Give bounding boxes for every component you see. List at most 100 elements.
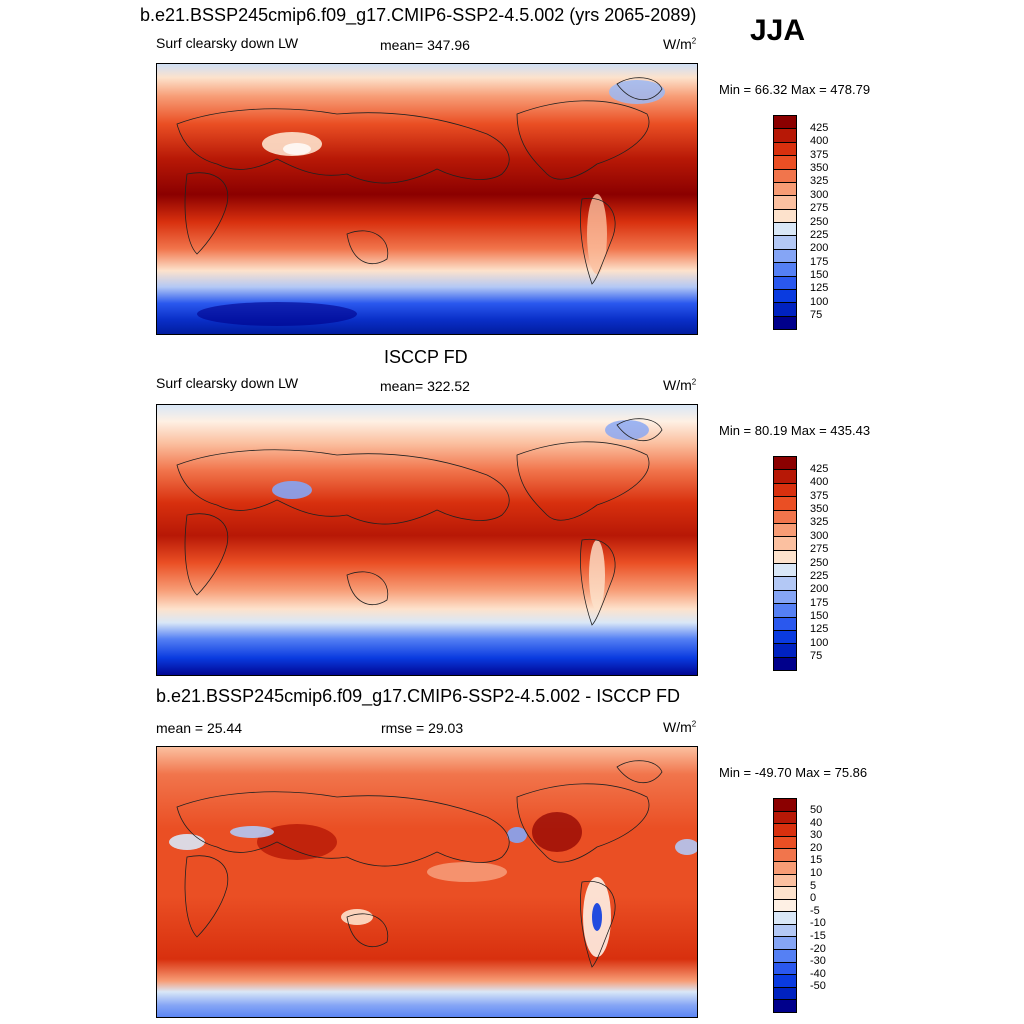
colorbar-segment [773,961,797,976]
colorbar-tick-label: 0 [810,892,817,905]
colorbar-segment [773,181,797,197]
panel2-map [156,404,698,676]
colorbar-tick-label: 200 [810,583,829,596]
panel3-minmax: Min = -49.70 Max = 75.86 [719,765,868,780]
colorbar-tick-label: 225 [810,569,829,582]
colorbar-tick-label: 150 [810,610,829,622]
colorbar-segment [773,860,797,875]
colorbar-tick-label: 40 [810,816,823,829]
colorbar-segment [773,248,797,264]
colorbar-tick-label: 100 [810,295,829,308]
panel1-units: W/m2 [663,36,697,52]
colorbar-segment [773,115,797,130]
colorbar-tick-label: 50 [810,804,823,817]
colorbar-segment [773,168,797,183]
colorbar-segment [773,848,797,862]
colorbar-tick-label: 125 [810,623,829,636]
colorbar-segment [773,873,797,888]
colorbar-segment [773,629,797,645]
colorbar-segment [773,208,797,223]
colorbar-segment [773,656,797,671]
panel3-rmse-label: rmse = 29.03 [381,720,464,736]
colorbar-segment [773,522,797,538]
colorbar-tick-label: 350 [810,503,829,515]
colorbar-segment [773,302,797,317]
colorbar-segment [773,999,797,1013]
colorbar-tick-label: 225 [810,228,829,241]
colorbar-segment [773,222,797,237]
panel3-mean-label: mean = 25.44 [156,720,243,736]
colorbar-segment [773,986,797,1001]
colorbar-tick-label: 425 [810,121,829,134]
colorbar-segment [773,141,797,157]
colorbar-segment [773,616,797,631]
colorbar-tick-label: 350 [810,162,829,174]
colorbar-segment [773,886,797,900]
panel3-colorbar [773,798,797,1013]
colorbar-tick-label: 250 [810,556,829,569]
colorbar-tick-label: 5 [810,879,817,892]
colorbar-tick-label: 200 [810,242,829,255]
colorbar-tick-label: 300 [810,529,829,542]
panel2-variable-label: Surf clearsky down LW [156,375,299,391]
panel2-units: W/m2 [663,377,697,393]
colorbar-tick-label: -10 [810,917,826,930]
colorbar-segment [773,823,797,837]
panel1-colorbar [773,115,797,330]
colorbar-segment [773,798,797,812]
colorbar-tick-label: 30 [810,829,823,842]
colorbar-segment [773,898,797,913]
colorbar-tick-label: 175 [810,255,829,268]
colorbar-tick-label: 400 [810,476,829,489]
colorbar-segment [773,643,797,658]
colorbar-segment [773,509,797,524]
colorbar-tick-label: -5 [810,904,820,917]
panel2-colorbar [773,456,797,671]
colorbar-tick-label: 325 [810,516,829,529]
colorbar-segment [773,949,797,963]
colorbar-segment [773,974,797,988]
colorbar-segment [773,576,797,591]
season-label: JJA [750,14,806,47]
colorbar-tick-label: -20 [810,942,826,955]
colorbar-segment [773,589,797,605]
colorbar-segment [773,923,797,938]
colorbar-tick-label: 300 [810,188,829,201]
colorbar-tick-label: 125 [810,282,829,295]
colorbar-tick-label: 250 [810,215,829,228]
panel2-mean-label: mean= 322.52 [380,378,470,394]
panel1-map [156,63,698,335]
colorbar-segment [773,469,797,484]
colorbar-tick-label: -30 [810,955,826,968]
colorbar-tick-label: -15 [810,929,826,942]
colorbar-tick-label: 325 [810,175,829,188]
colorbar-segment [773,128,797,143]
panel1-variable-label: Surf clearsky down LW [156,35,299,51]
colorbar-segment [773,810,797,825]
colorbar-segment [773,536,797,551]
colorbar-tick-label: 75 [810,309,823,322]
colorbar-segment [773,275,797,290]
colorbar-segment [773,911,797,925]
colorbar-segment [773,936,797,951]
colorbar-tick-label: 150 [810,269,829,281]
panel1-minmax: Min = 66.32 Max = 478.79 [719,82,871,97]
colorbar-tick-label: 375 [810,489,829,502]
colorbar-segment [773,549,797,564]
colorbar-tick-label: 100 [810,636,829,649]
colorbar-segment [773,482,797,498]
colorbar-tick-label: -40 [810,967,826,980]
colorbar-tick-label: 275 [810,543,829,556]
colorbar-tick-label: 20 [810,841,823,854]
colorbar-segment [773,288,797,304]
colorbar-segment [773,835,797,850]
colorbar-segment [773,496,797,511]
colorbar-tick-label: 10 [810,867,823,880]
colorbar-segment [773,603,797,618]
colorbar-tick-label: -50 [810,980,826,993]
colorbar-segment [773,155,797,170]
panel3-map [156,746,698,1018]
panel2-title: ISCCP FD [384,347,468,367]
colorbar-tick-label: 400 [810,135,829,148]
colorbar-tick-label: 425 [810,462,829,475]
